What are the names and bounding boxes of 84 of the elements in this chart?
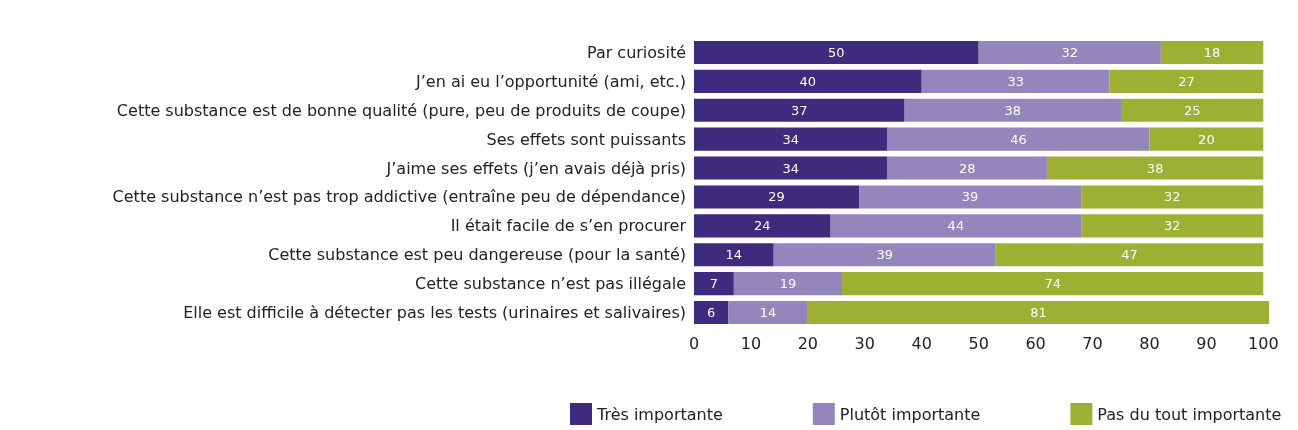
bar xyxy=(694,243,774,267)
data-label: 34 xyxy=(782,160,800,176)
bar xyxy=(694,69,922,93)
y-tick-label: Elle est difficile à détecter pas les tests (urinaires et salivaires) xyxy=(183,303,686,323)
bar xyxy=(1120,98,1264,122)
data-label: 33 xyxy=(1007,73,1024,89)
x-tick-label: 40 xyxy=(911,333,932,353)
x-tick-label: 10 xyxy=(740,333,762,353)
bar xyxy=(887,156,1047,180)
bar xyxy=(728,300,808,325)
data-label: 29 xyxy=(768,189,785,205)
bar xyxy=(694,156,888,180)
x-tick-label: 80 xyxy=(1139,333,1160,353)
bar xyxy=(1081,185,1264,209)
data-label: 14 xyxy=(725,247,743,263)
x-tick-label: 60 xyxy=(1025,333,1046,353)
y-tick-label: Cette substance n’est pas trop addictive (entraîne peu de dépendance) xyxy=(112,187,686,207)
data-label: 24 xyxy=(754,218,771,234)
legend-label: Très importante xyxy=(596,404,723,424)
y-tick-label: Il était facile de s’en procurer xyxy=(450,216,687,236)
data-label: 38 xyxy=(1004,102,1022,118)
bar xyxy=(807,300,1269,325)
data-label: 32 xyxy=(1061,44,1079,60)
bar xyxy=(694,98,905,122)
data-label: 39 xyxy=(876,247,893,263)
x-tick-label: 50 xyxy=(968,333,989,353)
data-label: 47 xyxy=(1121,247,1138,263)
bar xyxy=(904,98,1121,122)
data-label: 27 xyxy=(1178,73,1195,89)
x-tick-label: 100 xyxy=(1248,333,1279,353)
y-tick-label: J’en ai eu l’opportunité (ami, etc.) xyxy=(415,71,686,91)
data-label: 6 xyxy=(706,305,716,321)
data-label: 32 xyxy=(1163,189,1181,205)
legend-label: Pas du tout importante xyxy=(1097,404,1282,424)
data-label: 46 xyxy=(1010,131,1027,147)
bar xyxy=(887,127,1150,151)
bar xyxy=(1149,127,1264,151)
x-tick-label: 90 xyxy=(1196,333,1217,353)
bar xyxy=(978,40,1161,65)
y-tick-label: Par curiosité xyxy=(586,42,686,62)
x-tick-label: 30 xyxy=(854,333,875,353)
data-label: 20 xyxy=(1198,131,1215,147)
data-label: 7 xyxy=(709,276,719,292)
bar xyxy=(1160,40,1264,65)
y-tick-label: J’aime ses effets (j’en avais déjà pris) xyxy=(385,158,686,178)
data-label: 28 xyxy=(958,160,976,176)
y-tick-label: Cette substance est peu dangereuse (pour la santé) xyxy=(268,245,686,265)
bar xyxy=(842,272,1264,296)
bar xyxy=(694,272,734,296)
bar xyxy=(1109,69,1264,93)
data-label: 34 xyxy=(782,131,800,147)
x-tick-label: 70 xyxy=(1082,333,1103,353)
y-tick-label: Ses effets sont puissants xyxy=(486,129,686,149)
data-label: 40 xyxy=(799,73,817,89)
data-label: 81 xyxy=(1030,305,1047,321)
data-label: 37 xyxy=(791,102,808,118)
bar xyxy=(859,185,1082,209)
bar xyxy=(694,127,888,151)
data-label: 32 xyxy=(1163,218,1181,234)
y-tick-label: Cette substance est de bonne qualité (pure, peu de produits de coupe) xyxy=(116,100,686,120)
data-label: 50 xyxy=(828,44,845,60)
data-label: 14 xyxy=(759,305,777,321)
bar xyxy=(773,243,996,267)
data-label: 18 xyxy=(1203,44,1221,60)
bar xyxy=(1081,214,1264,238)
bar xyxy=(694,300,729,325)
data-label: 39 xyxy=(961,189,979,205)
legend-label: Plutôt importante xyxy=(839,404,981,424)
data-label: 44 xyxy=(947,218,965,234)
x-tick-label: 20 xyxy=(797,333,819,353)
data-label: 25 xyxy=(1183,102,1201,118)
bar xyxy=(1046,156,1264,180)
bar xyxy=(694,214,831,238)
bar xyxy=(694,185,860,209)
data-label: 38 xyxy=(1146,160,1164,176)
x-tick-label: 0 xyxy=(688,333,700,353)
bar xyxy=(921,69,1110,93)
data-label: 19 xyxy=(779,276,797,292)
data-label: 74 xyxy=(1044,276,1061,292)
bar xyxy=(830,214,1082,238)
bar xyxy=(995,243,1264,267)
bar xyxy=(694,40,979,65)
bar xyxy=(733,272,843,296)
y-tick-label: Cette substance n’est pas illégale xyxy=(415,274,686,294)
